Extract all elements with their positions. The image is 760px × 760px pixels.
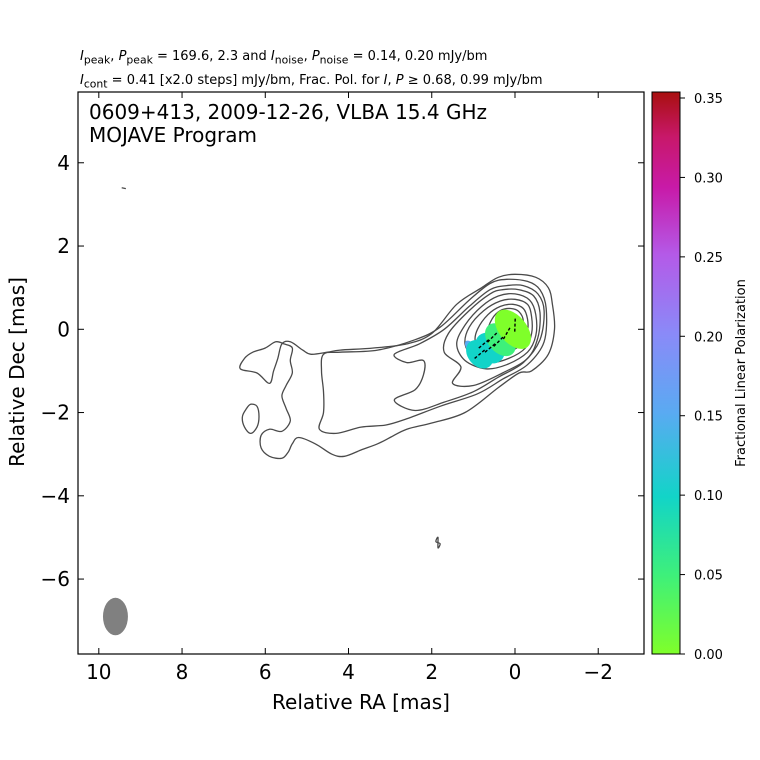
x-tick-label-0: 10 <box>86 660 111 684</box>
chart-title: 0609+413, 2009-12-26, VLBA 15.4 GHz <box>89 100 487 124</box>
colorbar <box>651 91 681 655</box>
evpa-vector-2 <box>493 336 504 347</box>
evpa-vector-6 <box>478 339 490 349</box>
y-tick-label-5: −6 <box>41 567 70 591</box>
intensity-contours <box>121 187 708 549</box>
plot-area <box>102 187 708 636</box>
y-tick-label-0: 4 <box>57 151 70 175</box>
chart-header-line1: Ipeak, Ppeak = 169.6, 2.3 and Inoise, Pn… <box>80 49 488 67</box>
colorbar-label: Fractional Linear Polarization <box>734 279 749 467</box>
colorbar-ticks: 0.00 0.05 0.10 0.15 0.20 0.25 0.30 0.35 <box>680 92 723 663</box>
colorbar-tick-label-0: 0.00 <box>694 648 723 663</box>
colorbar-tick-label-3: 0.15 <box>694 410 723 425</box>
contour-level-11 <box>241 403 260 435</box>
x-tick-label-3: 4 <box>342 660 355 684</box>
colorbar-tick-label-5: 0.25 <box>694 251 723 266</box>
y-tick-label-3: −2 <box>41 401 70 425</box>
colorbar-tick-label-1: 0.05 <box>694 569 723 584</box>
contour-level-1 <box>318 278 548 435</box>
evpa-vector-5 <box>487 332 498 343</box>
chart-subtitle: MOJAVE Program <box>89 123 257 147</box>
contour-level-3 <box>442 288 541 388</box>
colorbar-tick-label-2: 0.10 <box>694 489 723 504</box>
evpa-vectors <box>474 318 516 359</box>
x-tick-label-6: −2 <box>583 660 612 684</box>
x-tick-label-4: 2 <box>425 660 438 684</box>
chart-header-line2: Icont = 0.41 [x2.0 steps] mJy/bm, Frac. … <box>80 72 543 89</box>
axis-ticks: 10 8 6 4 2 0 −2 4 2 0 −2 −4 −6 <box>41 92 644 684</box>
evpa-vector-3 <box>484 343 496 353</box>
contour-level-12 <box>121 187 126 190</box>
contour-level-13 <box>435 536 441 549</box>
colorbar-tick-label-4: 0.20 <box>694 330 723 345</box>
y-tick-label-2: 0 <box>57 317 70 341</box>
contour-level-10 <box>677 388 708 407</box>
contour-level-4 <box>456 292 538 370</box>
x-tick-label-2: 6 <box>259 660 272 684</box>
plot-frame <box>77 91 645 655</box>
y-axis-label: Relative Dec [mas] <box>5 277 29 467</box>
x-tick-label-1: 8 <box>176 660 189 684</box>
x-axis-label: Relative RA [mas] <box>272 690 450 714</box>
colorbar-tick-label-6: 0.30 <box>694 171 723 186</box>
beam-ellipse <box>102 597 128 636</box>
evpa-vector-4 <box>474 349 486 359</box>
y-tick-label-1: 2 <box>57 234 70 258</box>
chart-header: Ipeak, Ppeak = 169.6, 2.3 and Inoise, Pn… <box>80 49 543 89</box>
contour-level-0 <box>239 273 556 460</box>
colorbar-tick-label-7: 0.35 <box>694 92 723 107</box>
beam <box>102 597 128 636</box>
y-tick-label-4: −4 <box>41 484 70 508</box>
evpa-vector-1 <box>502 327 511 340</box>
contour-level-2 <box>393 284 545 412</box>
x-tick-label-5: 0 <box>509 660 522 684</box>
